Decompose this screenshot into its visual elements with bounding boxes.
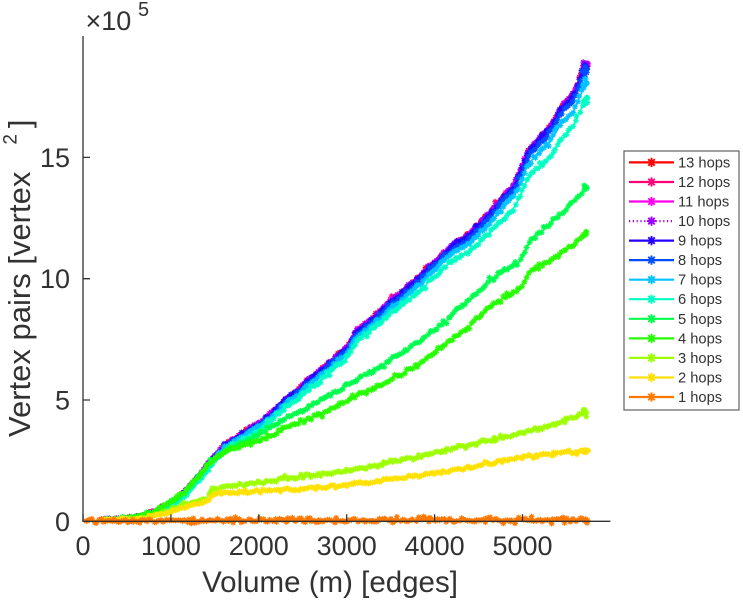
svg-text:5 hops: 5 hops bbox=[678, 312, 722, 328]
svg-text:Volume (m) [edges]: Volume (m) [edges] bbox=[202, 566, 458, 599]
svg-text:1000: 1000 bbox=[141, 531, 201, 561]
svg-text:6 hops: 6 hops bbox=[678, 292, 722, 308]
svg-text:13 hops: 13 hops bbox=[678, 155, 730, 171]
svg-text:Vertex pairs [vertex2]: Vertex pairs [vertex2] bbox=[1, 119, 38, 437]
svg-text:5: 5 bbox=[55, 386, 70, 416]
svg-text:1 hops: 1 hops bbox=[678, 390, 722, 406]
svg-text:0: 0 bbox=[55, 507, 70, 537]
svg-text:15: 15 bbox=[40, 143, 70, 173]
svg-text:10: 10 bbox=[40, 264, 70, 294]
svg-text:3000: 3000 bbox=[317, 531, 377, 561]
svg-text:12 hops: 12 hops bbox=[678, 175, 730, 191]
svg-text:5: 5 bbox=[138, 0, 149, 21]
svg-text:3 hops: 3 hops bbox=[678, 351, 722, 367]
svg-text:11 hops: 11 hops bbox=[678, 195, 729, 211]
svg-text:8 hops: 8 hops bbox=[678, 253, 722, 269]
svg-text:×10: ×10 bbox=[86, 6, 132, 36]
svg-text:4 hops: 4 hops bbox=[678, 331, 722, 347]
svg-text:2000: 2000 bbox=[229, 531, 289, 561]
svg-text:5000: 5000 bbox=[492, 531, 552, 561]
svg-text:10 hops: 10 hops bbox=[678, 214, 730, 230]
svg-text:4000: 4000 bbox=[405, 531, 465, 561]
svg-text:7 hops: 7 hops bbox=[678, 273, 722, 289]
svg-text:2 hops: 2 hops bbox=[678, 371, 722, 387]
svg-text:0: 0 bbox=[75, 531, 90, 561]
svg-text:9 hops: 9 hops bbox=[678, 234, 722, 250]
